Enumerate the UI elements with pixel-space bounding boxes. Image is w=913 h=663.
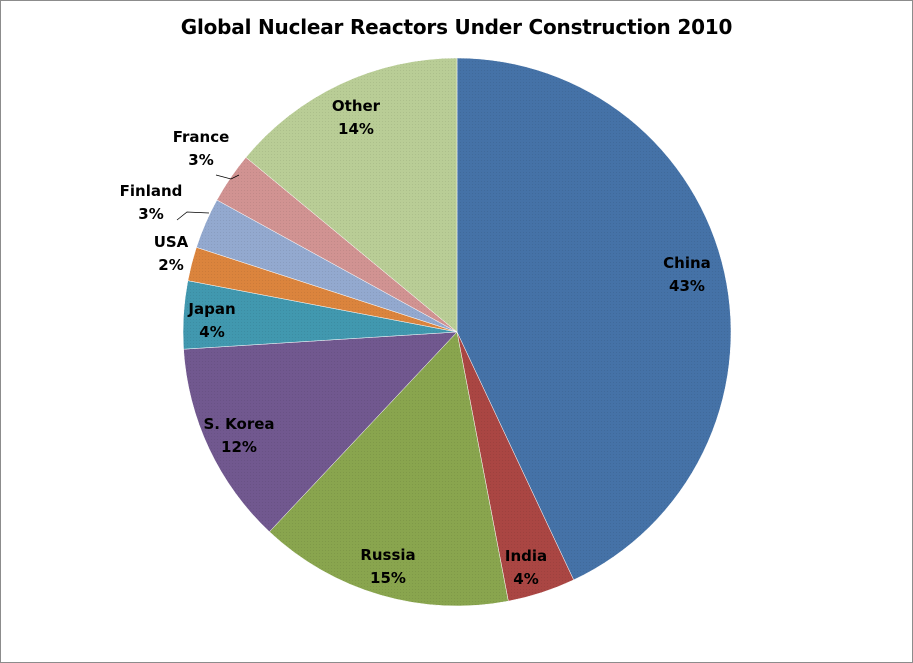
data-label-value-india: 4%	[513, 570, 538, 588]
data-label-russia: Russia 15%	[360, 546, 415, 587]
pie-slices	[182, 57, 732, 607]
data-labels: China 43% India 4% Russia 15% S. Korea 12% Japan…	[120, 97, 711, 588]
pie-slice-texture-usa	[187, 247, 457, 332]
data-label-value-china: 43%	[669, 277, 705, 295]
pie-slice-texture-finland	[196, 200, 457, 332]
pie-slice-texture-china	[457, 58, 731, 580]
pie-slice-texture-other	[245, 58, 457, 332]
data-label-value-japan: 4%	[199, 323, 224, 341]
data-label-japan: Japan 4%	[187, 300, 235, 341]
data-label-other: Other 14%	[332, 97, 381, 138]
data-label-value-other: 14%	[338, 120, 374, 138]
leader-line-france	[215, 174, 240, 180]
data-label-usa: USA 2%	[154, 233, 189, 274]
pie-slice-texture-s-korea	[183, 332, 458, 532]
data-label-name-india: India	[505, 547, 547, 565]
data-label-name-russia: Russia	[360, 546, 415, 564]
data-label-name-other: Other	[332, 97, 381, 115]
data-label-name-usa: USA	[154, 233, 189, 251]
data-label-value-russia: 15%	[370, 569, 406, 587]
pie-slice-texture-russia	[269, 332, 509, 607]
pie-slice-texture-india	[457, 332, 574, 602]
pie-slice-texture-france	[216, 157, 457, 332]
data-label-france: France 3%	[173, 128, 230, 169]
data-label-name-finland: Finland	[120, 182, 183, 200]
pie-slice-texture-japan	[182, 280, 457, 350]
data-label-india: India 4%	[505, 547, 547, 588]
data-label-value-s-korea: 12%	[221, 438, 257, 456]
data-label-value-usa: 2%	[158, 256, 183, 274]
chart-title: Global Nuclear Reactors Under Constructi…	[180, 15, 733, 39]
data-label-value-france: 3%	[188, 151, 213, 169]
data-label-name-s-korea: S. Korea	[203, 415, 274, 433]
data-label-name-china: China	[663, 254, 711, 272]
data-label-finland: Finland 3%	[120, 182, 183, 223]
leader-lines	[176, 174, 240, 221]
data-label-value-finland: 3%	[138, 205, 163, 223]
leader-line-finland	[176, 211, 210, 221]
data-label-china: China 43%	[663, 254, 711, 295]
data-label-name-france: France	[173, 128, 230, 146]
data-label-name-japan: Japan	[187, 300, 235, 318]
data-label-s-korea: S. Korea 12%	[203, 415, 274, 456]
